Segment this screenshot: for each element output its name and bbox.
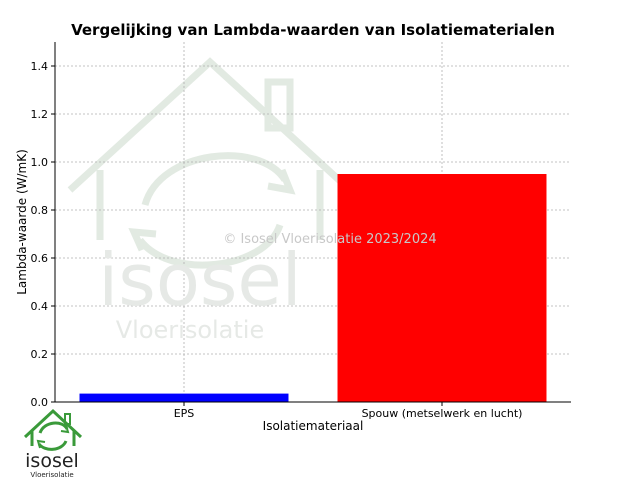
y-tick-label: 0.6 bbox=[31, 252, 49, 265]
logo-brand: isosel bbox=[25, 450, 79, 472]
logo-house-icon bbox=[23, 408, 83, 451]
watermark-house-icon bbox=[67, 57, 353, 269]
y-tick-label: 1.0 bbox=[31, 156, 49, 169]
watermark-copyright: © Isosel Vloerisolatie 2023/2024 bbox=[223, 232, 436, 247]
watermark-tagline: Vloerisolatie bbox=[116, 316, 264, 344]
x-tick-label: EPS bbox=[174, 407, 195, 420]
chart-title: Vergelijking van Lambda-waarden van Isol… bbox=[71, 21, 555, 39]
x-tick-label: Spouw (metselwerk en lucht) bbox=[362, 407, 523, 420]
ticks: 0.0 0.2 0.4 0.6 0.8 1.0 1.2 1.4 EPS Spouw (metsel… bbox=[31, 60, 523, 420]
y-axis-label: Lambda-waarde (W/mK) bbox=[15, 149, 29, 295]
bar-eps bbox=[79, 393, 289, 402]
y-tick-label: 1.2 bbox=[31, 108, 49, 121]
x-axis-label: Isolatiemateriaal bbox=[263, 419, 364, 433]
y-tick-label: 0.8 bbox=[31, 204, 49, 217]
watermark-brand: isosel bbox=[98, 238, 301, 322]
bars bbox=[79, 174, 547, 402]
bar-spouw-metselwerk-en-lucht bbox=[337, 174, 547, 402]
y-tick-label: 0.4 bbox=[31, 300, 49, 313]
y-tick-label: 0.2 bbox=[31, 348, 49, 361]
y-tick-label: 1.4 bbox=[31, 60, 49, 73]
isosel-logo: isosel Vloerisolatie bbox=[23, 408, 83, 479]
axes bbox=[54, 42, 571, 403]
logo-tagline: Vloerisolatie bbox=[30, 471, 73, 479]
y-tick-label: 0.0 bbox=[31, 396, 49, 409]
